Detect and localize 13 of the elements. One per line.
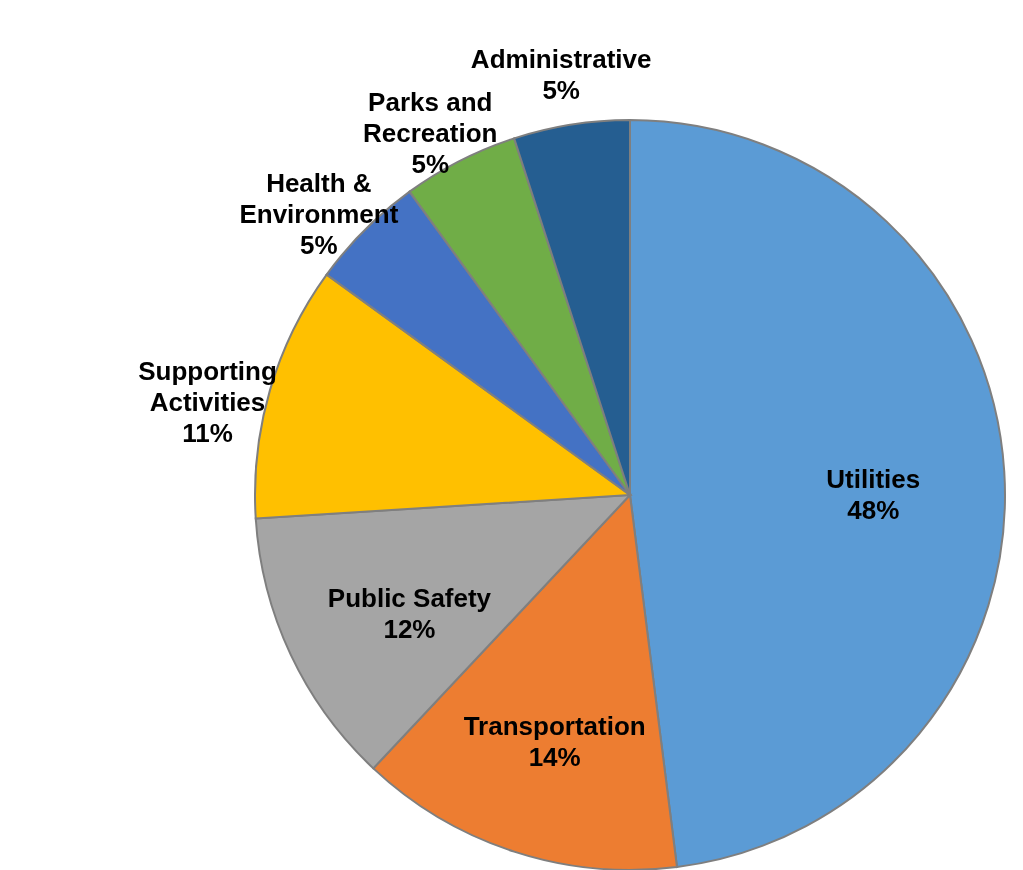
slice-label: Parks and Recreation xyxy=(363,86,498,148)
slice-label: Supporting Activities xyxy=(138,356,277,418)
slice-label: Public Safety xyxy=(327,582,492,613)
slice-label: Administrative xyxy=(470,44,652,75)
data-label: 5% xyxy=(411,148,450,179)
slice-label: Transportation xyxy=(463,710,646,741)
data-label: 5% xyxy=(300,229,338,260)
data-label: 14% xyxy=(528,741,581,772)
data-label: 48% xyxy=(847,494,900,525)
slice-label: Utilities xyxy=(826,463,921,494)
data-label: 12% xyxy=(383,613,436,644)
data-label: 11% xyxy=(182,418,233,449)
data-label: 5% xyxy=(542,75,580,106)
